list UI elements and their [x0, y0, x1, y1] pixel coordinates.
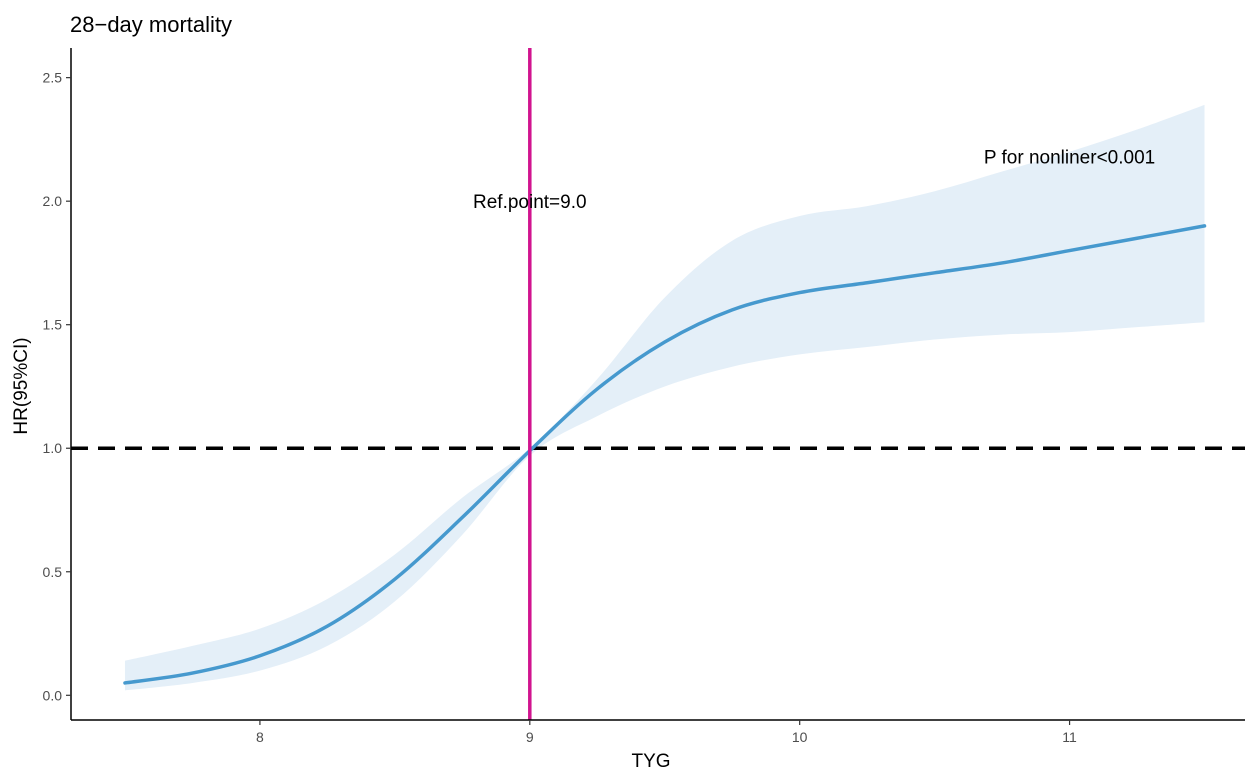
x-ticks: 8 9 10 11 [256, 720, 1077, 745]
y-tick-label: 1.5 [43, 317, 63, 333]
x-tick-label: 8 [256, 729, 264, 745]
x-tick-label: 11 [1062, 729, 1077, 745]
y-tick-label: 2.5 [43, 70, 63, 86]
x-tick-label: 9 [526, 729, 534, 745]
annotations: Ref.point=9.0 P for nonliner<0.001 [473, 148, 1155, 213]
y-ticks: 0.0 0.5 1.0 1.5 2.0 2.5 [43, 70, 71, 703]
x-tick-label: 10 [792, 729, 808, 745]
y-axis-title: HR(95%CI) [11, 337, 32, 434]
x-axis-title: TYG [631, 751, 670, 770]
annotation-text: P for nonliner<0.001 [984, 148, 1155, 169]
annotation-text: Ref.point=9.0 [473, 192, 587, 213]
chart-title: 28−day mortality [70, 12, 232, 37]
y-tick-label: 0.0 [43, 687, 63, 703]
plot-area [71, 48, 1245, 720]
y-tick-label: 0.5 [43, 564, 63, 580]
hr-curve-line [123, 224, 1207, 685]
confidence-band [124, 104, 1205, 691]
y-tick-label: 1.0 [43, 440, 63, 456]
axes: 8 9 10 11 0.0 0.5 1.0 1.5 2.0 2.5 [43, 48, 1245, 745]
y-tick-label: 2.0 [43, 193, 63, 209]
